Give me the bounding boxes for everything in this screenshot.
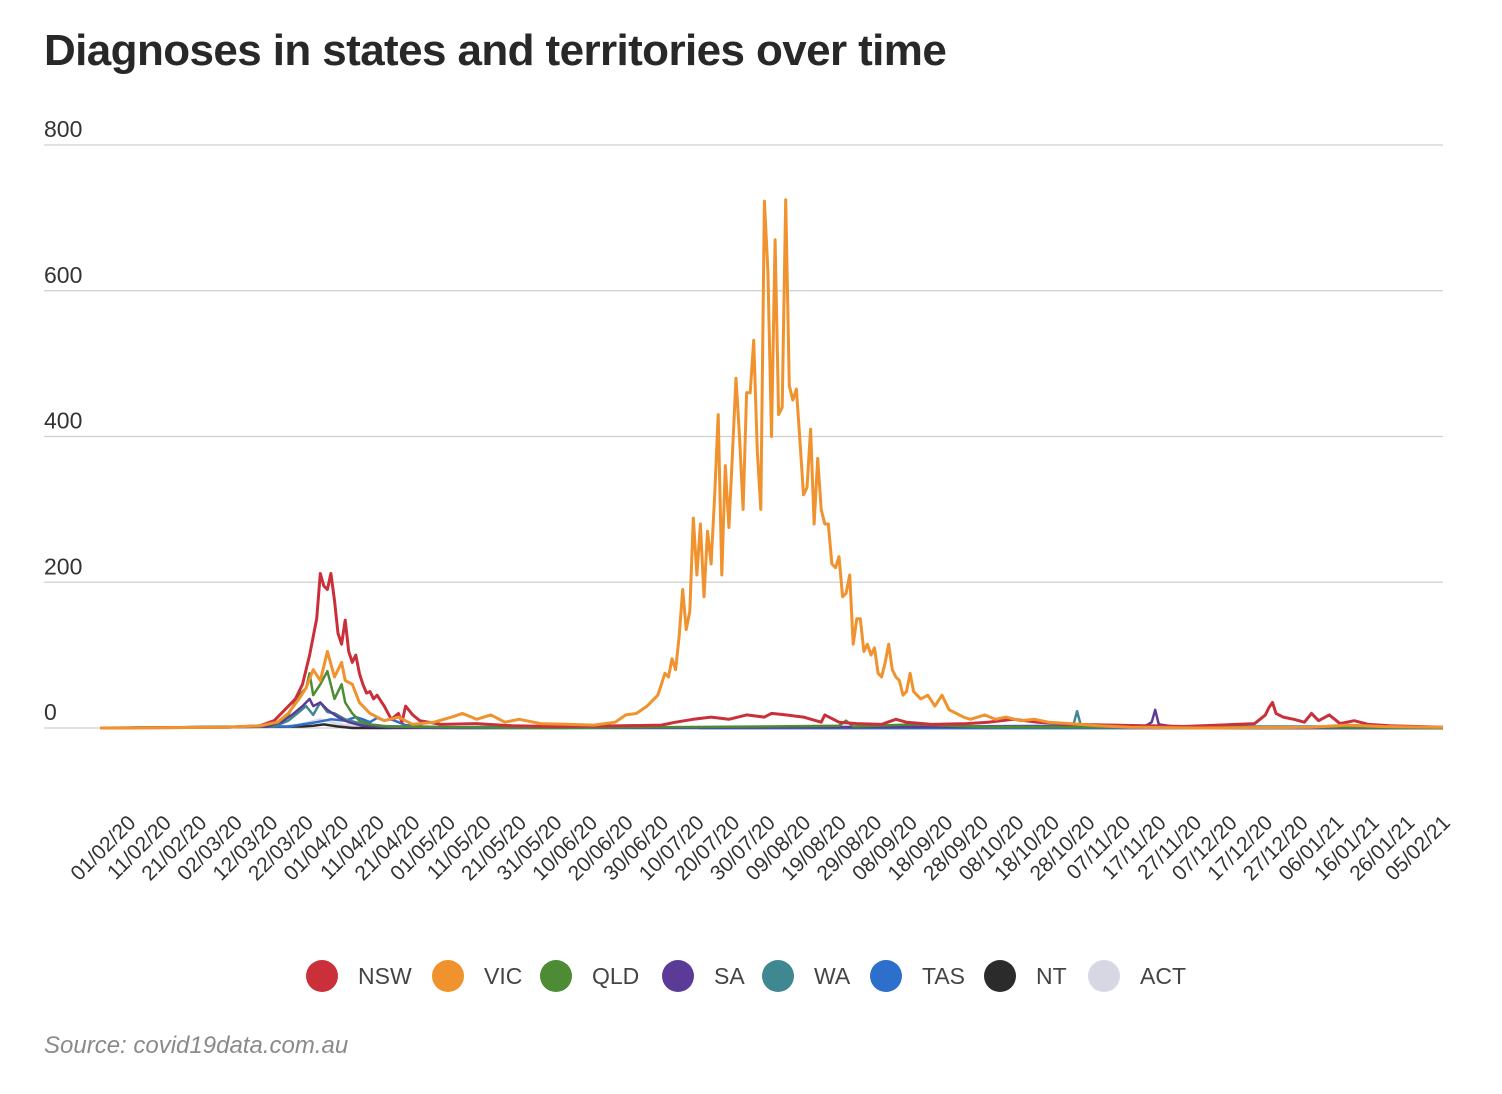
series-layer	[99, 198, 1444, 730]
y-tick-label: 400	[44, 408, 82, 434]
legend-swatch	[1088, 960, 1120, 992]
legend-swatch	[662, 960, 694, 992]
series-line-nsw	[99, 572, 1444, 730]
legend-label: ACT	[1140, 962, 1186, 989]
line-chart: 0 200 400 600 800 01/02/2011/02/2021/02/2002…	[44, 116, 1455, 885]
legend-label: VIC	[484, 962, 523, 989]
legend-swatch	[984, 960, 1016, 992]
legend-item-act[interactable]: ACT	[1088, 954, 1186, 998]
series-line-qld	[99, 669, 1444, 730]
y-tick-label: 0	[44, 699, 57, 725]
legend: NSW VIC QLD SA WA TAS NT ACT	[0, 954, 1502, 998]
grid-layer: 0 200 400 600 800	[44, 116, 1443, 729]
y-tick-label: 600	[44, 262, 82, 288]
series-line-sa	[99, 697, 1443, 730]
legend-item-wa[interactable]: WA	[762, 954, 850, 998]
legend-label: SA	[714, 962, 745, 989]
legend-swatch	[870, 960, 902, 992]
legend-label: QLD	[592, 962, 640, 989]
legend-swatch	[540, 960, 572, 992]
legend-item-nt[interactable]: NT	[984, 954, 1067, 998]
legend-item-qld[interactable]: QLD	[540, 954, 639, 998]
source-note: Source: covid19data.com.au	[44, 1032, 349, 1059]
legend-swatch	[762, 960, 794, 992]
legend-label: NT	[1036, 962, 1067, 989]
y-tick-label: 800	[44, 116, 82, 142]
legend-swatch	[432, 960, 464, 992]
legend-label: WA	[814, 962, 851, 989]
legend-item-vic[interactable]: VIC	[432, 954, 522, 998]
legend-item-tas[interactable]: TAS	[870, 954, 965, 998]
chart-title: Diagnoses in states and territories over…	[44, 26, 947, 75]
legend-item-sa[interactable]: SA	[662, 954, 745, 998]
x-axis: 01/02/2011/02/2021/02/2002/03/2012/03/20…	[66, 811, 1455, 885]
legend-label: NSW	[358, 962, 412, 989]
y-tick-label: 200	[44, 553, 82, 579]
legend-label: TAS	[922, 962, 966, 989]
series-line-vic	[99, 198, 1444, 730]
legend-swatch	[306, 960, 338, 992]
legend-item-nsw[interactable]: NSW	[306, 954, 412, 998]
